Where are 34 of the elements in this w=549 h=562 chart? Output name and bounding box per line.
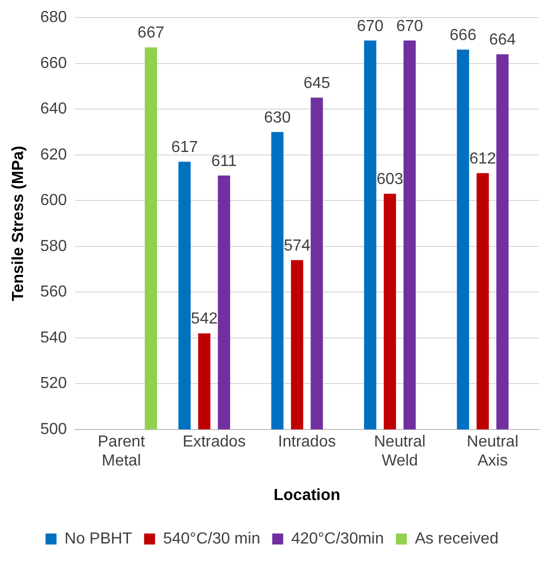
y-tick-label: 620	[40, 146, 67, 164]
data-label: 603	[376, 171, 404, 188]
y-tick-label: 600	[40, 192, 67, 210]
y-axis-title: Tensile Stress (MPa)	[10, 146, 28, 302]
x-axis-title: Location	[274, 486, 340, 504]
y-tick-label: 540	[40, 329, 67, 346]
legend-label: 420°C/30min	[291, 530, 384, 548]
legend-label: 540°C/30 min	[163, 530, 260, 548]
x-tick-label: Extrados	[182, 433, 246, 450]
y-tick-label: 500	[40, 420, 67, 438]
y-tick-label: 660	[40, 54, 67, 72]
data-label: 630	[264, 109, 291, 126]
y-tick-label: 680	[40, 9, 67, 26]
legend-label: As received	[414, 530, 498, 548]
y-tick-label: 560	[40, 284, 67, 301]
x-tick-label: Neutral Weld	[374, 433, 426, 470]
y-tick-label: 580	[40, 238, 67, 255]
data-label: 574	[284, 238, 311, 255]
data-label: 664	[489, 32, 516, 49]
legend-label: No PBHT	[64, 530, 132, 548]
data-label: 645	[303, 75, 330, 92]
data-label: 667	[138, 24, 164, 42]
data-label: 670	[356, 18, 384, 35]
data-label: 542	[190, 310, 218, 328]
x-tick-label: Neutral Axis	[466, 433, 518, 470]
data-label: 617	[171, 139, 198, 156]
data-label: 666	[450, 27, 476, 44]
data-label: 612	[469, 150, 496, 168]
y-tick-label: 640	[40, 100, 67, 118]
data-label: 611	[211, 152, 237, 170]
x-tick-label: Parent Metal	[98, 433, 146, 470]
y-tick-label: 520	[40, 375, 67, 392]
data-label: 670	[396, 18, 424, 35]
x-tick-label: Intrados	[278, 433, 336, 450]
